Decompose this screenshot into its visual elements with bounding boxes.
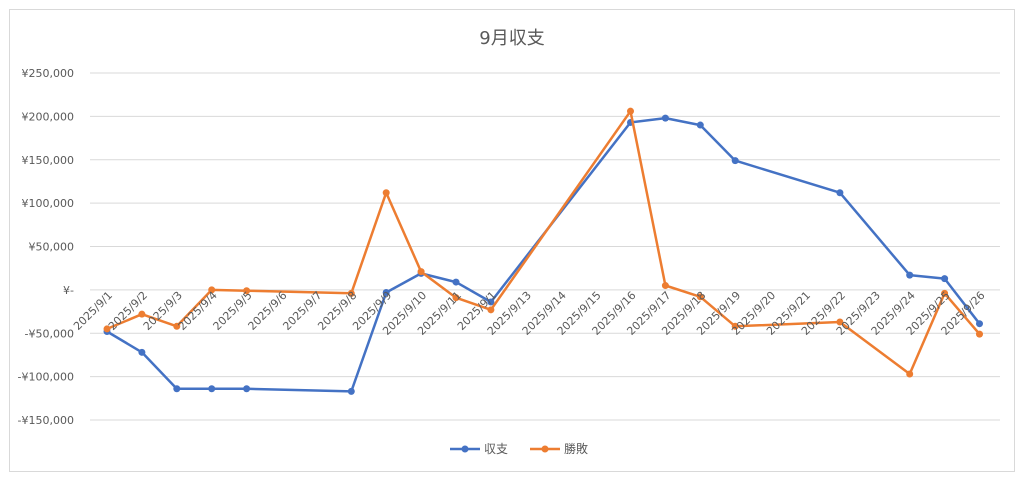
data-point — [941, 289, 949, 297]
series-line — [106, 109, 981, 376]
chart-frame — [9, 9, 1015, 472]
legend: 収支 勝敗 — [450, 441, 588, 456]
data-point — [452, 294, 460, 302]
data-point — [661, 282, 669, 290]
y-tick-label: ¥200,000 — [22, 110, 75, 123]
data-point — [208, 286, 216, 294]
data-point — [836, 318, 844, 326]
data-point — [138, 348, 146, 356]
y-tick-label: ¥100,000 — [22, 197, 75, 210]
series-line — [106, 116, 981, 393]
legend-marker — [541, 445, 549, 453]
data-point — [173, 385, 181, 393]
data-point — [487, 298, 495, 306]
y-tick-label: -¥150,000 — [18, 414, 74, 427]
y-tick-label: ¥150,000 — [22, 154, 75, 167]
data-point — [103, 325, 111, 333]
data-point — [731, 322, 739, 330]
data-point — [382, 288, 390, 296]
data-point — [941, 275, 949, 283]
legend-label: 勝敗 — [564, 441, 588, 456]
series-group — [103, 107, 983, 395]
data-point — [976, 320, 983, 328]
data-point — [906, 370, 914, 378]
y-axis-tick-labels: ¥250,000 ¥200,000 ¥150,000 ¥100,000 ¥50,000 ¥… — [18, 67, 74, 427]
series-1 — [103, 114, 983, 395]
legend-marker — [461, 445, 469, 453]
data-point — [347, 289, 355, 297]
chart-title: 9月収支 — [479, 28, 544, 49]
data-point — [208, 385, 216, 393]
data-point — [173, 322, 181, 330]
y-tick-label: -¥50,000 — [25, 327, 74, 340]
data-point — [661, 114, 669, 122]
gridlines — [90, 72, 1000, 421]
data-point — [417, 268, 425, 276]
data-point — [731, 157, 739, 165]
data-point — [452, 278, 460, 286]
data-point — [347, 387, 355, 395]
data-point — [836, 189, 844, 197]
data-point — [906, 271, 914, 279]
x-axis-tick-labels: 2025/9/12025/9/22025/9/32025/9/42025/9/5… — [71, 289, 988, 338]
y-tick-label: ¥250,000 — [22, 67, 75, 80]
series-2 — [103, 107, 983, 378]
data-point — [696, 121, 704, 129]
data-point — [696, 293, 704, 301]
data-point — [243, 385, 251, 393]
data-point — [138, 310, 146, 318]
data-point — [976, 330, 983, 338]
legend-item: 勝敗 — [530, 441, 588, 456]
legend-item: 収支 — [450, 442, 508, 456]
y-tick-label: ¥50,000 — [29, 241, 75, 254]
legend-label: 収支 — [484, 442, 508, 456]
y-tick-label: -¥100,000 — [18, 371, 74, 384]
data-point — [243, 287, 251, 295]
data-point — [487, 306, 495, 314]
data-point — [382, 189, 390, 197]
data-point — [627, 107, 634, 115]
y-tick-label: ¥- — [63, 284, 74, 297]
